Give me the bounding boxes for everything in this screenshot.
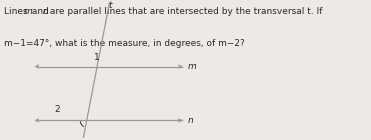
Text: are parallel lines that are intersected by the transversal t. If: are parallel lines that are intersected … — [47, 7, 323, 16]
Text: and: and — [29, 7, 52, 16]
Text: t: t — [109, 1, 112, 10]
Text: n: n — [43, 7, 49, 16]
Text: m−1=47°, what is the measure, in degrees, of m−2?: m−1=47°, what is the measure, in degrees… — [4, 39, 245, 48]
Text: 2: 2 — [55, 105, 60, 114]
Text: n: n — [187, 116, 193, 125]
Text: m: m — [24, 7, 33, 16]
Text: Lines: Lines — [4, 7, 31, 16]
Text: m: m — [187, 62, 196, 71]
Text: 1: 1 — [93, 53, 99, 62]
